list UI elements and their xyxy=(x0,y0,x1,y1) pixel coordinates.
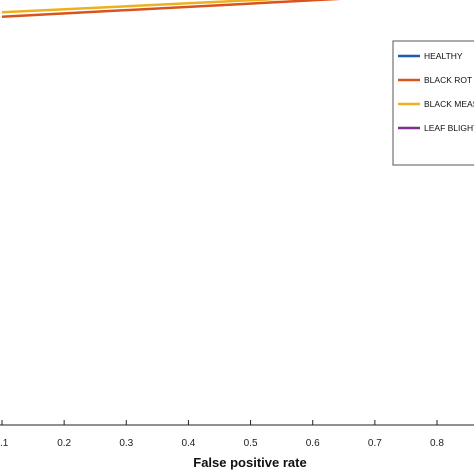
series-layer xyxy=(1,0,342,18)
x-tick-label: 0.2 xyxy=(57,438,71,449)
x-tick-label: 0.5 xyxy=(244,438,258,449)
legend-label: LEAF BLIGHT xyxy=(424,123,474,133)
x-axis-ticks: .1 0.2 0.3 0.4 0.5 0.6 0.7 0.8 xyxy=(0,420,444,449)
legend-label: HEALTHY xyxy=(424,51,463,61)
x-axis-title: False positive rate xyxy=(193,455,306,470)
series-line-black-measles xyxy=(1,0,282,14)
x-tick-label: 0.4 xyxy=(181,438,195,449)
legend-label: BLACK MEASLES xyxy=(424,99,474,109)
x-tick-label: 0.3 xyxy=(119,438,133,449)
legend-label: BLACK ROT xyxy=(424,75,472,85)
x-tick-label: .1 xyxy=(0,438,9,449)
series-line-black-rot xyxy=(1,0,342,18)
x-tick-label: 0.6 xyxy=(306,438,320,449)
x-tick-label: 0.7 xyxy=(368,438,382,449)
legend: HEALTHY BLACK ROT BLACK MEASLES LEAF BLIGHT xyxy=(392,40,474,166)
x-tick-label: 0.8 xyxy=(430,438,444,449)
